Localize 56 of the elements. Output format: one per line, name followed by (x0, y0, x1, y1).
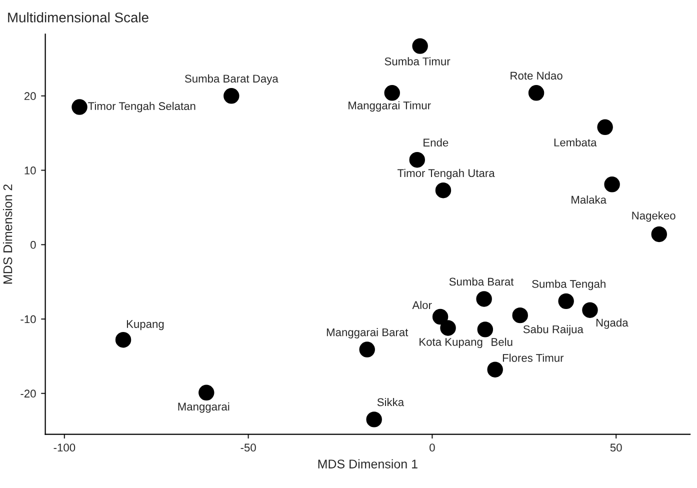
annotation: Rote Ndao (510, 71, 562, 80)
x-tick-label: 50 (610, 444, 622, 452)
point (476, 291, 492, 307)
point (597, 119, 613, 135)
annotation: Sumba Barat (449, 277, 514, 286)
y-axis-title: MDS Dimension 2 (3, 184, 12, 284)
annotation: Nagekeo (632, 211, 676, 222)
y-tick-label: 20 (24, 92, 36, 100)
y-tick-label: 0 (30, 240, 36, 249)
point (384, 85, 400, 101)
point (412, 38, 428, 54)
annotation: Flores Timur (502, 354, 564, 362)
annotation: Manggarai Barat (326, 328, 408, 338)
annotation: Timor Tengah Selatan (88, 102, 196, 112)
annotation: Ende (424, 138, 448, 147)
point (409, 152, 426, 168)
annotation: Manggarai (178, 402, 230, 413)
point (528, 85, 544, 101)
point (477, 322, 494, 338)
annotation: Kota Kupang (420, 338, 482, 348)
y-tick-label: -10 (20, 315, 36, 324)
annotation: Sumba Barat Daya (184, 74, 278, 85)
x-tick-label: -50 (240, 444, 256, 452)
point (115, 332, 132, 348)
annotation: Timor Tengah Utara (397, 168, 495, 180)
point (435, 182, 452, 198)
point (440, 320, 456, 336)
x-tick-label: -100 (54, 444, 76, 452)
point (198, 384, 214, 401)
y-tick-label: -20 (20, 390, 36, 398)
chart-title: Multidimensional Scale (8, 12, 148, 22)
annotation: Malaka (572, 196, 607, 204)
point (224, 88, 240, 104)
x-axis-title: MDS Dimension 1 (318, 459, 418, 468)
annotation: Kupang (126, 320, 164, 330)
point (651, 226, 668, 242)
point (558, 293, 574, 310)
point (582, 302, 598, 318)
y-tick-label: 10 (24, 166, 36, 174)
point (72, 99, 88, 115)
annotation: Lembata (554, 138, 597, 146)
annotation: Sikka (377, 398, 404, 406)
annotation: Sabu Raijua (523, 325, 584, 336)
annotation: Sumba Timur (384, 57, 450, 66)
point (604, 176, 620, 192)
point (359, 342, 375, 358)
annotation: Alor (412, 300, 432, 310)
annotation: Sumba Tengah (532, 280, 606, 290)
point (487, 362, 503, 378)
x-tick-label: 0 (430, 444, 435, 452)
annotation: Ngada (596, 318, 628, 329)
annotation: Manggarai Timur (348, 101, 431, 112)
annotation: Belu (492, 338, 512, 346)
point (432, 308, 448, 325)
point (512, 307, 528, 324)
point (366, 412, 382, 428)
